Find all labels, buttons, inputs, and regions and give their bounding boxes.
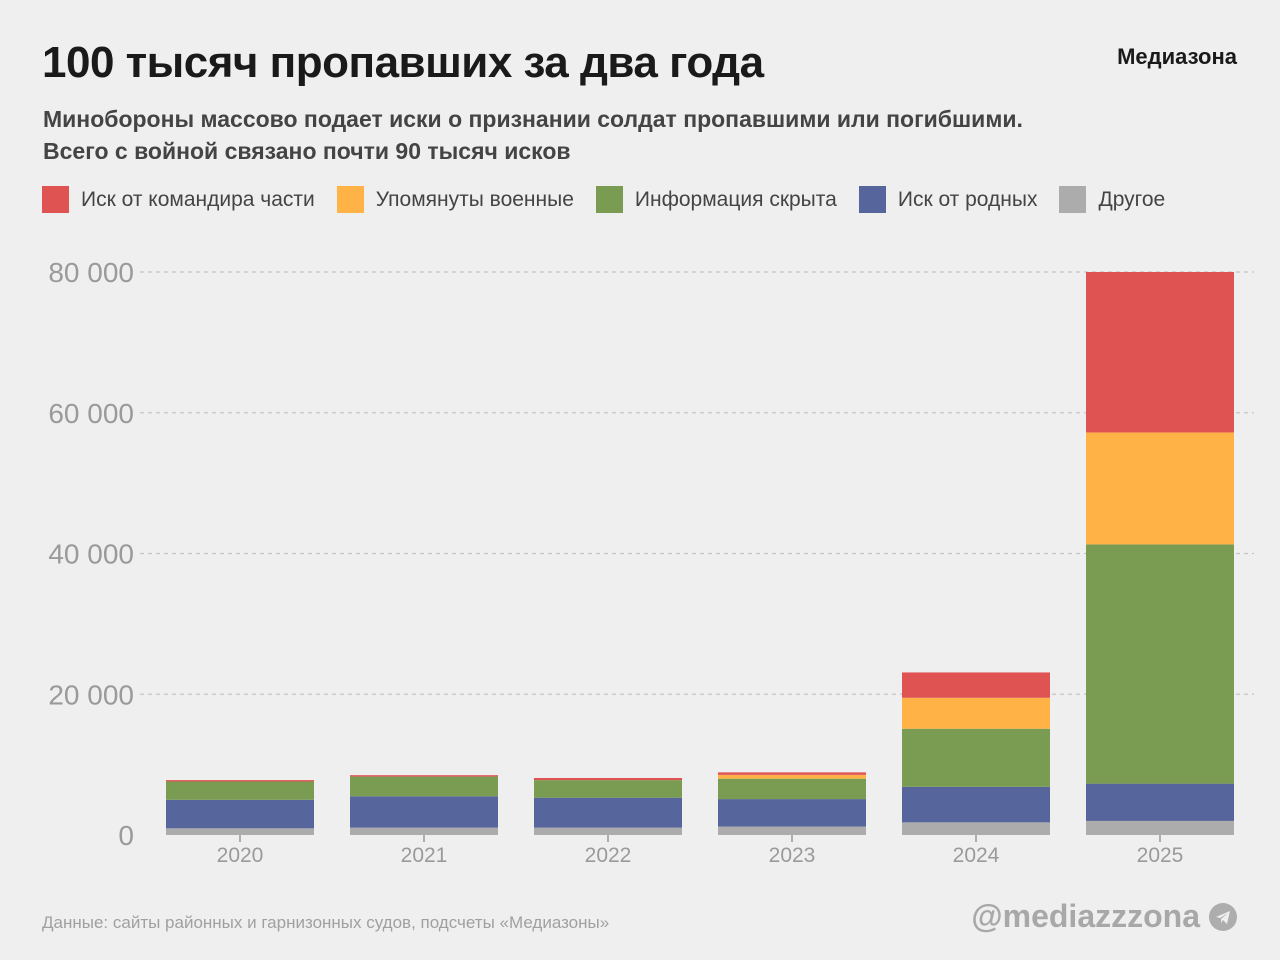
bar-segment (902, 786, 1050, 823)
legend-item: Другое (1059, 186, 1165, 213)
bar-segment (350, 796, 498, 828)
x-tick-label: 2020 (217, 844, 264, 867)
x-tick-label: 2021 (401, 844, 448, 867)
bar-segment (902, 728, 1050, 787)
bar-segment (718, 778, 866, 800)
bar-segment (350, 827, 498, 835)
legend-swatch (595, 186, 623, 213)
legend-label: Упомянуты военные (375, 187, 574, 211)
y-tick-label: 0 (118, 820, 134, 851)
legend-item: Иск от командира части (42, 186, 315, 213)
bar-segment (534, 777, 682, 781)
legend-swatch (1059, 186, 1087, 213)
x-tick-label: 2025 (1137, 844, 1184, 867)
bar-segment (166, 780, 314, 782)
bar-segment (1086, 820, 1234, 835)
x-tick-label: 2024 (953, 844, 1000, 867)
subtitle-line-2: Всего с войной связано почти 90 тысяч ис… (43, 138, 571, 164)
chart-subtitle: Минобороны массово подает иски о признан… (43, 103, 1023, 167)
legend-item: Информация скрыта (595, 186, 837, 213)
legend-swatch (336, 186, 364, 213)
y-tick-label: 60 000 (48, 398, 134, 429)
legend-swatch (42, 186, 69, 213)
bar-segment (1086, 783, 1234, 821)
chart-title: 100 тысяч пропавших за два года (42, 38, 764, 87)
telegram-glyph (1216, 911, 1230, 924)
brand-logo: Медиазона (1117, 44, 1237, 69)
legend-label: Другое (1098, 187, 1166, 211)
legend-item: Упомянуты военные (336, 186, 574, 213)
y-tick-label: 80 000 (48, 257, 134, 288)
bar-segment (902, 672, 1050, 698)
bar-segment (902, 822, 1050, 835)
legend-item: Иск от родных (858, 186, 1038, 213)
bar-segment (166, 828, 314, 835)
bar-segment (718, 772, 866, 775)
source-note: Данные: сайты районных и гарнизонных суд… (42, 913, 610, 932)
bar-segment (1086, 432, 1234, 545)
telegram-icon (1209, 903, 1237, 931)
social-handle: @mediazzzona (971, 898, 1200, 934)
y-tick-label: 40 000 (48, 539, 134, 570)
bar-segment (902, 697, 1050, 729)
bar-segment (1086, 272, 1234, 433)
bar-segment (166, 781, 314, 800)
bar-segment (1086, 544, 1234, 784)
bar-segment (534, 780, 682, 798)
subtitle-line-1: Минобороны массово подает иски о признан… (43, 106, 1023, 132)
bar-segment (534, 797, 682, 828)
legend-label: Информация скрыта (634, 187, 837, 211)
x-tick-label: 2022 (585, 844, 632, 867)
bar-segment (350, 775, 498, 777)
bar-segment (350, 776, 498, 797)
bar-segment (718, 774, 866, 779)
x-tick-label: 2023 (769, 844, 816, 867)
legend: Иск от командира части Упомянуты военные И… (42, 186, 1165, 213)
bar-segment (534, 827, 682, 835)
bar-segment (718, 826, 866, 835)
bar-segment (718, 799, 866, 827)
legend-label: Иск от родных (897, 187, 1038, 211)
legend-label: Иск от командира части (81, 187, 315, 211)
bar-segment (166, 799, 314, 829)
y-tick-label: 20 000 (48, 679, 134, 710)
legend-swatch (858, 186, 886, 213)
